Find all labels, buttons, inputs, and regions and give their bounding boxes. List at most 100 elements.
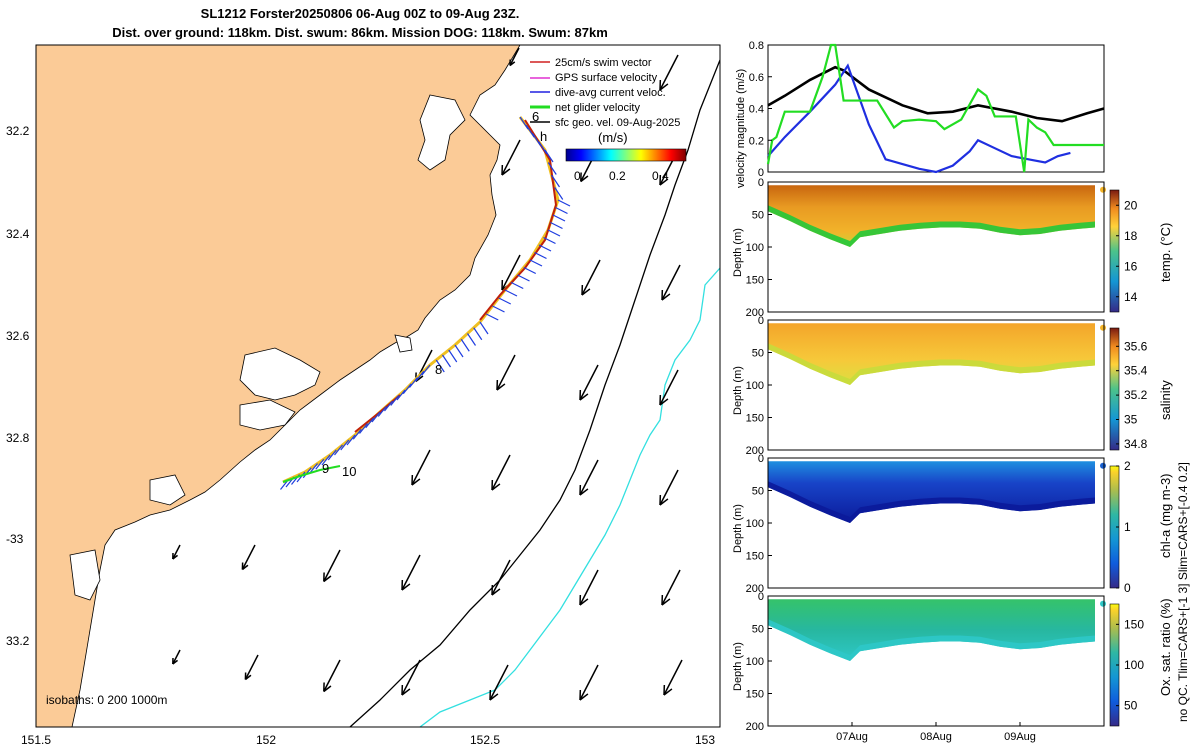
colorbar-tick: 35.4 [1124, 364, 1148, 378]
map-ytick: 32.2 [6, 124, 30, 138]
geo-vector-arrow [579, 664, 599, 701]
isobaths-label: isobaths: 0 200 1000m [46, 693, 167, 707]
geo-vector-arrow [659, 369, 679, 406]
current-vector [557, 199, 571, 207]
section-ytick: 100 [746, 242, 764, 254]
velocity-ylabel: velocity magnitude (m/s) [735, 69, 747, 188]
geo-vector-arrow [661, 264, 681, 301]
map-xtick: 152.5 [470, 733, 500, 747]
section-ytick: 100 [746, 380, 764, 392]
colorbar-tick: 14 [1124, 290, 1138, 304]
current-vector [315, 458, 325, 470]
colorbar-label: Ox. sat. ratio (%) [1158, 598, 1173, 696]
current-vector [365, 417, 375, 429]
geo-vector-arrow [579, 569, 599, 606]
speed-colorbar-tick: 0.4 [652, 169, 669, 183]
section-ytick: 100 [746, 656, 764, 668]
geo-vector-arrow [241, 544, 256, 571]
track-label: 10 [342, 464, 356, 479]
colorbar-tick: 18 [1124, 229, 1138, 243]
current-vector [479, 321, 489, 335]
current-vector [554, 187, 564, 200]
section-marker [1100, 186, 1106, 193]
map-xtick: 151.5 [21, 733, 51, 747]
legend-entry: sfc geo. vel. 09-Aug-2025 [555, 117, 680, 129]
section-deep-band [768, 205, 1095, 247]
section-ytick: 200 [746, 307, 764, 319]
colorbar-tick: 20 [1124, 198, 1138, 212]
section-ytick: 0 [758, 453, 764, 465]
section-deep-band [768, 481, 1095, 523]
geo-vector-arrow [663, 659, 683, 696]
geo-vector-arrow [244, 654, 259, 681]
dive-avg-current-vectors [280, 116, 571, 490]
geo-vector-arrow [659, 469, 679, 506]
lake [394, 334, 413, 353]
colorbar-tick: 34.8 [1124, 437, 1148, 451]
section-marker [1100, 600, 1106, 607]
current-vector [534, 251, 547, 260]
legend-entry: dive-avg current veloc. [555, 87, 666, 99]
current-vector [377, 406, 387, 417]
section-panel-3: 0 50 100 150 200 Depth (m) 0 1 2 chl-a (mg m-3) [732, 453, 1173, 595]
current-vector [510, 281, 524, 290]
section-ytick: 0 [758, 177, 764, 189]
section-panel-2: 0 50 100 150 200 Depth (m) 34.8 35 35.2 35.4 35.6 s… [732, 315, 1173, 457]
current-vector [402, 383, 412, 395]
current-vector [532, 133, 541, 146]
chart-title-line1: SL1212 Forster20250806 06-Aug 00Z to 09-… [200, 6, 520, 21]
colorbar-tick: 35.2 [1124, 388, 1148, 402]
geo-vector-arrow [509, 47, 520, 67]
geo-vector-arrow [491, 559, 511, 596]
geo-vector-arrow [411, 449, 431, 486]
current-vector [460, 338, 470, 352]
current-vector [442, 354, 451, 368]
current-vector [538, 244, 552, 252]
geo-vector-arrow [489, 664, 509, 701]
colorbar-tick: 35 [1124, 413, 1138, 427]
current-vector [384, 400, 393, 412]
section-ytick: 150 [746, 689, 764, 701]
current-vector [517, 274, 530, 282]
legend-entry: 25cm/s swim vector [555, 57, 652, 69]
map-xtick: 152 [256, 733, 276, 747]
colorbar-tick: 150 [1124, 617, 1144, 631]
colorbar-tick: 1 [1124, 520, 1131, 534]
current-vector [504, 289, 518, 297]
current-vector [421, 364, 431, 376]
geo-vector-arrow [579, 459, 599, 496]
lake [417, 94, 466, 171]
current-vector [525, 124, 535, 138]
speed-colorbar-tick: 0.2 [609, 169, 626, 183]
section-ytick: 0 [758, 591, 764, 603]
section-ytick: 50 [752, 624, 764, 636]
isobath-1000m [419, 267, 720, 727]
section-ytick: 200 [746, 583, 764, 595]
velocity-panel: velocity magnitude (m/s) 0 0.2 0.4 0.6 0.8 [735, 40, 1105, 188]
geo-vector-arrow [401, 659, 421, 696]
current-vector [485, 313, 499, 321]
section-ylabel: Depth (m) [732, 504, 744, 553]
section-panel-4: 0 50 100 150 200 Depth (m) 50 100 150 Ox. sat. ra… [732, 591, 1173, 743]
lake [239, 399, 296, 431]
section-ytick: 200 [746, 445, 764, 457]
section-ylabel: Depth (m) [732, 228, 744, 277]
map-legend: 25cm/s swim vector GPS surface velocity … [530, 57, 680, 129]
net-velocity-green [282, 465, 341, 483]
section-xtick: 08Aug [920, 731, 952, 743]
velocity-ytick: 0 [758, 167, 764, 179]
section-ytick: 50 [752, 348, 764, 360]
section-ytick: 200 [746, 721, 764, 733]
current-vector [371, 411, 381, 423]
current-vector [390, 395, 400, 406]
current-vector [352, 428, 362, 440]
current-vector [529, 259, 543, 267]
section-ytick: 50 [752, 210, 764, 222]
section-ytick: 150 [746, 275, 764, 287]
current-vector [409, 377, 418, 388]
isobath-200m [349, 59, 720, 727]
lake [149, 474, 186, 506]
geo-vector-arrow [581, 259, 601, 296]
geo-vector-arrow [323, 659, 341, 693]
section-ytick: 0 [758, 315, 764, 327]
